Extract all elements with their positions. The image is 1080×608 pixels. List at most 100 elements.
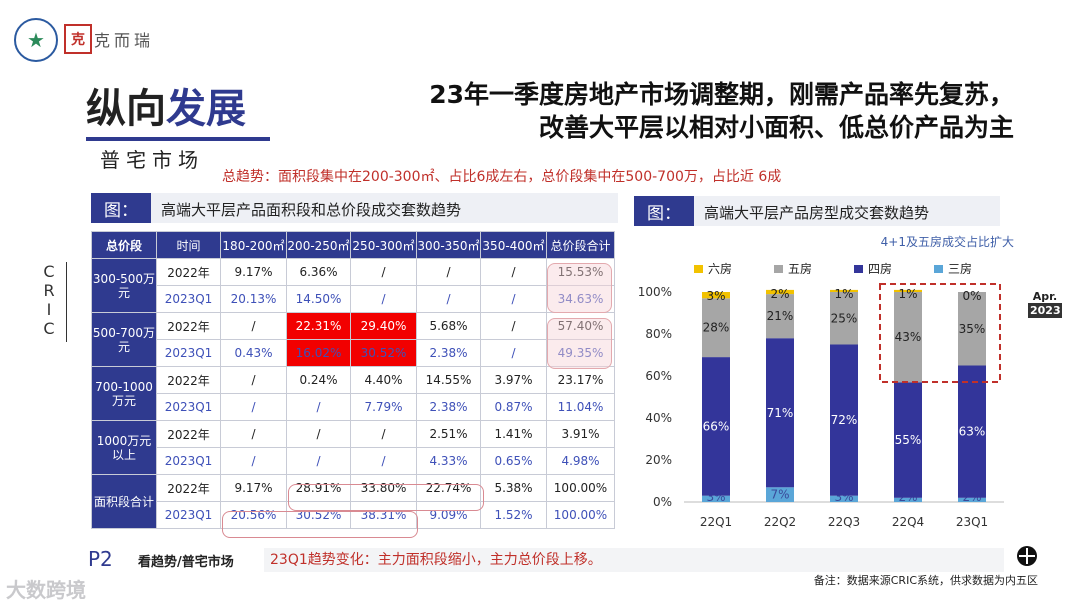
table-value-cell: / xyxy=(416,258,481,286)
bar-segment xyxy=(766,338,794,488)
bar-segment xyxy=(894,382,922,498)
table-value-cell: 0.87% xyxy=(480,393,547,421)
bar-segment xyxy=(766,487,794,502)
legend-label: 六房 xyxy=(708,261,732,276)
table-category-cell: 1000万元以上 xyxy=(91,420,157,475)
bar-data-label: 35% xyxy=(959,322,986,336)
seal-logo: 克 xyxy=(64,24,92,54)
table-value-cell: 100.00% xyxy=(546,501,615,529)
legend-swatch xyxy=(694,265,703,273)
y-tick-label: 0% xyxy=(653,495,672,509)
highlight-total-500-700 xyxy=(547,318,612,369)
date-badge: Apr. 2023 xyxy=(1028,290,1062,318)
y-tick-label: 80% xyxy=(645,327,672,341)
bar-segment xyxy=(958,497,986,502)
table-row: 2023Q1 20.13% 14.50% / //34.63% xyxy=(92,285,615,313)
figure-left-header: 图： 高端大平层产品面积段和总价段成交套数趋势 xyxy=(91,193,618,223)
data-table: 总价段 时间 180-200㎡ 200-250㎡ 250-300㎡ 300-350㎡ 350… xyxy=(91,231,615,529)
headline: 23年一季度房地产市场调整期，刚需产品率先复苏， 改善大平层以相对小面积、低总价… xyxy=(429,80,1014,142)
bar-segment xyxy=(830,344,858,496)
bar-data-label: 2% xyxy=(770,287,789,301)
figure-left-title: 高端大平层产品面积段和总价段成交套数趋势 xyxy=(161,201,462,219)
legend-swatch xyxy=(934,265,943,273)
table-value-cell: 0.24% xyxy=(286,366,351,394)
side-divider xyxy=(66,262,67,342)
table-value-cell: 9.09% xyxy=(416,501,481,529)
table-header-cell: 180-200㎡ xyxy=(220,231,287,259)
bar-data-label: 71% xyxy=(767,406,794,420)
table-time-cell: 2023Q1 xyxy=(156,447,221,475)
table-value-cell: 14.50% xyxy=(286,285,351,313)
table-value-cell: 2.38% xyxy=(416,339,481,367)
highlight-total-300-500 xyxy=(547,263,612,313)
bar-segment xyxy=(702,495,730,502)
table-value-cell: / xyxy=(286,420,351,448)
section-subtitle: 普宅市场 xyxy=(100,148,204,172)
bar-data-label: 63% xyxy=(959,425,986,439)
chart-annotation: 4+1及五房成交占比扩大 xyxy=(881,234,1014,249)
table-value-cell: / xyxy=(416,285,481,313)
table-value-cell: 14.55% xyxy=(416,366,481,394)
crosshair-icon xyxy=(1017,546,1037,566)
figure-right-header: 图： 高端大平层产品房型成交套数趋势 xyxy=(634,196,1000,226)
table-value-cell: 6.36% xyxy=(286,258,351,286)
table-header-cell: 总价段 xyxy=(91,231,157,259)
table-value-cell: / xyxy=(480,285,547,313)
bar-data-label: 25% xyxy=(831,311,858,325)
table-row: 500-700万元 2022年/22.31% 29.40% 5.68%/57.40% xyxy=(91,312,615,367)
table-value-cell: 4.40% xyxy=(350,366,417,394)
table-row: 2023Q1//7.79% 2.38% 0.87% 11.04% xyxy=(92,393,615,421)
table-row: 面积段合计 2022年 9.17% 28.91% 33.80% 22.74% 5.38% 10… xyxy=(91,474,615,529)
table-header-cell: 总价段合计 xyxy=(546,231,615,259)
bar-data-label: 21% xyxy=(767,309,794,323)
table-header-cell: 时间 xyxy=(156,231,221,259)
bar-data-label: 1% xyxy=(834,287,853,301)
table-header-cell: 300-350㎡ xyxy=(416,231,481,259)
table-value-cell: / xyxy=(286,393,351,421)
table-time-cell: 2023Q1 xyxy=(156,285,221,313)
bar-segment xyxy=(958,292,986,366)
trend-summary: 总趋势：面积段集中在200-300㎡、占比6成左右，总价段集中在500-700万… xyxy=(222,169,782,185)
x-tick-label: 22Q3 xyxy=(828,515,860,529)
table-row: 2023Q1 0.43% 16.02% 30.52% 2.38%/49.35% xyxy=(92,339,615,367)
table-time-cell: 2022年 xyxy=(156,366,221,394)
bar-segment xyxy=(830,292,858,345)
bar-segment xyxy=(830,289,858,292)
bar-data-label: 28% xyxy=(703,321,730,335)
table-time-cell: 2022年 xyxy=(156,312,221,340)
callout: 23Q1趋势变化：主力面积段缩小，主力总价段上移。 xyxy=(264,548,1004,572)
table-value-cell: / xyxy=(350,420,417,448)
table-value-cell: 4.33% xyxy=(416,447,481,475)
company-logo: ★ xyxy=(14,18,58,62)
bar-data-label: 7% xyxy=(770,488,789,502)
bar-data-label: 43% xyxy=(895,330,922,344)
x-tick-label: 22Q1 xyxy=(700,515,732,529)
table-value-cell: 1.41% xyxy=(480,420,547,448)
section-title: 纵向发展 xyxy=(86,86,246,132)
x-tick-label: 22Q4 xyxy=(892,515,924,529)
legend-label: 四房 xyxy=(868,261,892,276)
bar-segment xyxy=(894,289,922,292)
figure-right-tag: 图： xyxy=(634,196,694,226)
table-value-cell: / xyxy=(220,366,287,394)
table-value-cell: / xyxy=(220,447,287,475)
table-value-cell: 0.43% xyxy=(220,339,287,367)
highlight-area-2023q1 xyxy=(222,511,418,538)
table-row: 2023Q1///4.33% 0.65% 4.98% xyxy=(92,447,615,475)
stacked-bar-chart: 4+1及五房成交占比扩大 0% 20% 40% 60% 80% 100% 六房 五房 四房 三房 3… xyxy=(638,234,1014,529)
table-value-cell: 20.13% xyxy=(220,285,287,313)
bar-segment xyxy=(894,497,922,502)
highlight-area-2022 xyxy=(288,484,484,511)
table-value-cell: 0.65% xyxy=(480,447,547,475)
page-number: P2 xyxy=(88,547,113,571)
watermark: 大数跨境 xyxy=(6,578,86,602)
table-value-cell: 3.91% xyxy=(546,420,615,448)
table-header-cell: 350-400㎡ xyxy=(480,231,547,259)
table-value-cell: / xyxy=(350,285,417,313)
table-category-cell: 700-1000万元 xyxy=(91,366,157,421)
legend-swatch xyxy=(854,265,863,273)
legend-swatch xyxy=(774,265,783,273)
table-header-cell: 200-250㎡ xyxy=(286,231,351,259)
table-category-cell: 500-700万元 xyxy=(91,312,157,367)
